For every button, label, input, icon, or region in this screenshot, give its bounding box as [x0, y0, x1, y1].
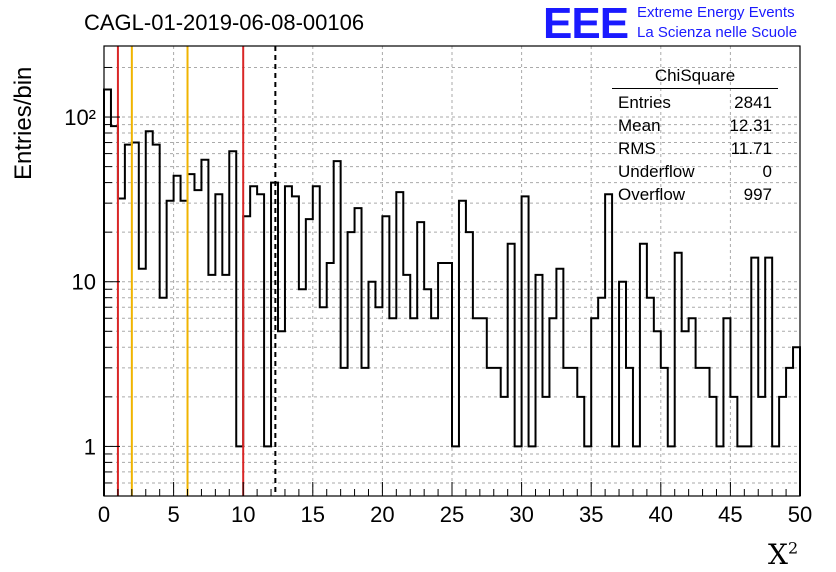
y-axis-label: Entries/bin	[10, 66, 37, 180]
y-tick-label: 1	[84, 434, 96, 459]
histogram-outline	[103, 88, 801, 496]
y-tick-label: 10	[72, 270, 96, 295]
x-tick-label: 35	[579, 502, 603, 527]
histogram-series	[103, 88, 801, 496]
stats-row: Mean 12.31	[612, 114, 778, 137]
stats-row: Overflow 997	[612, 183, 778, 206]
x-axis-label: X2	[768, 538, 799, 571]
stats-value: 12.31	[729, 116, 772, 135]
tick-labels: 0 5 10 15 20 25 30 35 40 45 50 1 10 10²	[64, 105, 812, 527]
stats-value: 11.71	[730, 139, 772, 158]
stats-label: Underflow	[618, 162, 695, 181]
x-tick-label: 0	[98, 502, 110, 527]
x-tick-label: 15	[301, 502, 325, 527]
stats-value: 2841	[734, 93, 772, 112]
stats-title: ChiSquare	[612, 66, 778, 89]
x-tick-label: 25	[440, 502, 464, 527]
stats-row: Underflow 0	[612, 160, 778, 183]
stats-label: Mean	[618, 116, 661, 135]
x-tick-label: 20	[370, 502, 394, 527]
stats-box: ChiSquare Entries 2841 Mean 12.31 RMS 11.71…	[612, 66, 778, 206]
x-tick-label: 10	[231, 502, 255, 527]
x-tick-label: 45	[718, 502, 742, 527]
x-tick-label: 30	[509, 502, 533, 527]
axis-ticks	[103, 66, 801, 497]
stats-value: 0	[762, 162, 772, 181]
y-tick-label: 10²	[64, 105, 96, 130]
x-tick-label: 5	[167, 502, 179, 527]
x-tick-label: 40	[649, 502, 673, 527]
threshold-lines	[116, 46, 277, 496]
stats-label: RMS	[618, 139, 656, 158]
eee-logo: EEE	[543, 0, 629, 48]
brand-line-2: La Scienza nelle Scuole	[637, 24, 798, 41]
stats-value: 997	[743, 185, 772, 204]
x-tick-label: 50	[788, 502, 812, 527]
stats-row: Entries 2841	[612, 91, 778, 114]
brand-line-1: Extreme Energy Events	[637, 4, 795, 21]
chart-title: CAGL-01-2019-06-08-00106	[84, 10, 365, 35]
stats-label: Overflow	[618, 185, 686, 204]
stats-label: Entries	[618, 93, 671, 112]
stats-row: RMS 11.71	[612, 137, 778, 160]
